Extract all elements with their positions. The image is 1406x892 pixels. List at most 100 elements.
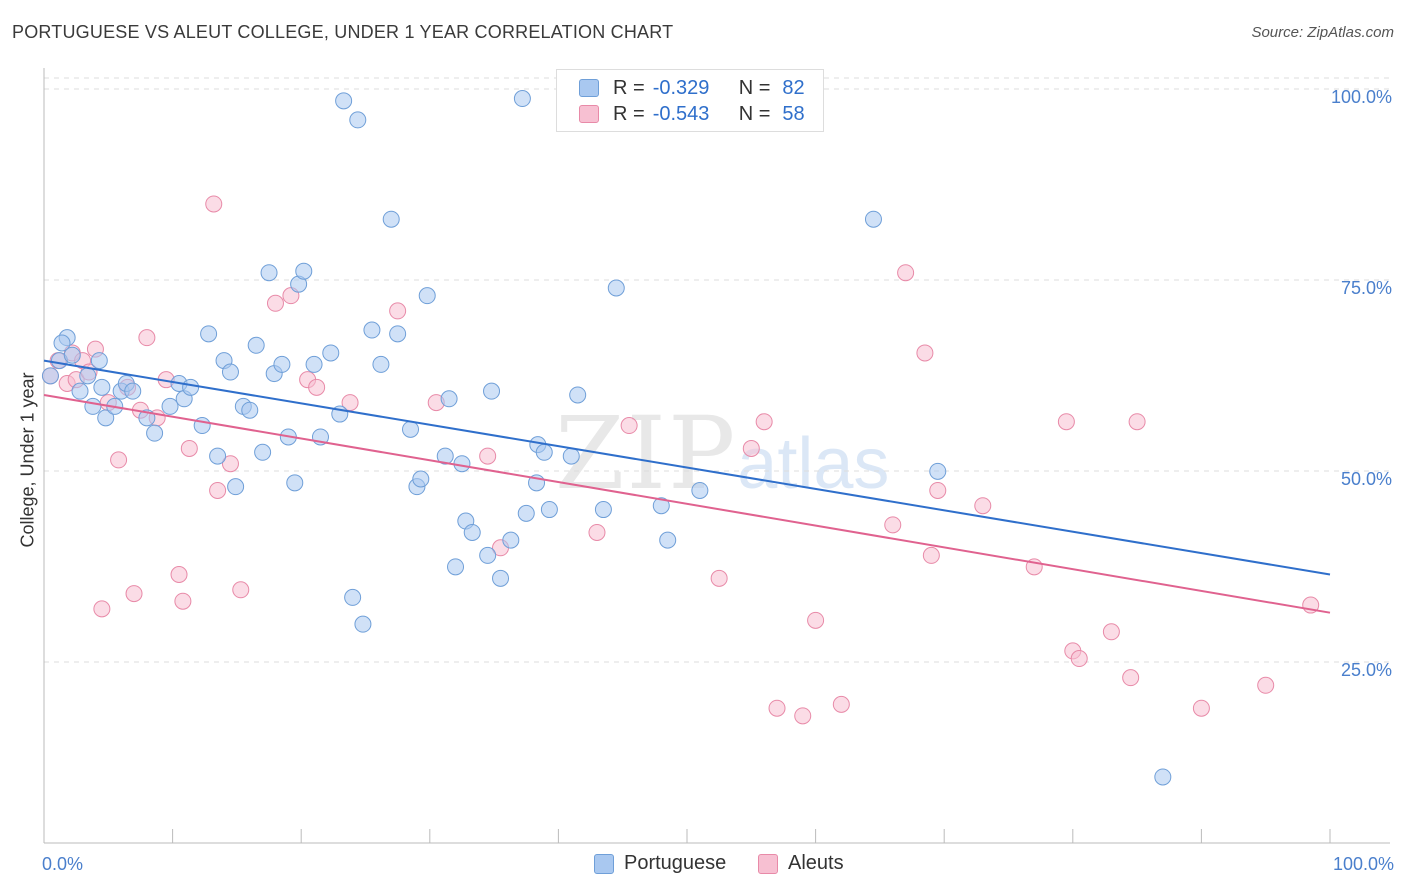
aleuts-points [41,195,1320,725]
portuguese-point-76 [691,481,709,499]
aleuts-point-53 [1122,669,1140,687]
n-value-portuguese: 82 [782,76,805,99]
aleuts-point-54 [1128,413,1146,431]
portuguese-point-74 [652,497,670,515]
portuguese-point-62 [492,569,510,587]
stats-legend: R = -0.329 N = 82 R = -0.543 N = 58 [556,69,824,132]
portuguese-point-44 [349,111,367,129]
aleuts-point-22 [221,455,239,473]
chart-title: PORTUGUESE VS ALEUT COLLEGE, UNDER 1 YEA… [12,22,674,42]
portuguese-point-4 [63,346,81,364]
aleuts-point-29 [389,302,407,320]
portuguese-point-57 [453,455,471,473]
aleuts-point-43 [897,264,915,282]
portuguese-point-40 [322,344,340,362]
portuguese-point-43 [344,588,362,606]
aleuts-point-10 [110,451,128,469]
aleuts-point-47 [974,497,992,515]
aleuts-point-37 [755,413,773,431]
aleuts-point-27 [308,378,326,396]
aleuts-point-19 [180,439,198,457]
y-tick-label-25: 25.0% [1341,660,1392,680]
aleuts-point-23 [232,581,250,599]
aleuts-point-52 [1102,623,1120,641]
portuguese-point-71 [569,386,587,404]
aleuts-point-51 [1070,650,1088,668]
aleuts-trend-line [43,393,1331,614]
portuguese-point-31 [260,264,278,282]
aleuts-point-12 [125,585,143,603]
aleuts-point-24 [266,294,284,312]
aleuts-point-8 [93,600,111,618]
portuguese-point-79 [1154,768,1172,786]
axes [43,68,1390,844]
portuguese-point-68 [535,443,553,461]
portuguese-point-30 [254,443,272,461]
portuguese-point-14 [124,382,142,400]
portuguese-point-23 [209,447,227,465]
aleuts-point-38 [768,699,786,717]
portuguese-point-49 [389,325,407,343]
portuguese-point-28 [241,401,259,419]
portuguese-point-54 [436,447,454,465]
aleuts-point-42 [884,516,902,534]
portuguese-point-45 [354,615,372,633]
y-tick-label-100: 100.0% [1331,87,1392,107]
portuguese-point-29 [247,336,265,354]
portuguese-point-16 [146,424,164,442]
portuguese-point-50 [402,420,420,438]
aleuts-point-20 [205,195,223,213]
aleuts-point-39 [794,707,812,725]
source-label: Source: ZipAtlas.com [1251,24,1394,41]
aleuts-point-56 [1257,676,1275,694]
r-label: R = [613,102,645,125]
r-value-portuguese: -0.329 [652,76,710,99]
aleuts-point-55 [1192,699,1210,717]
portuguese-point-42 [335,92,353,110]
legend-row-portuguese: R = -0.329 N = 82 [579,76,805,100]
portuguese-point-55 [440,390,458,408]
aleuts-point-46 [922,546,940,564]
portuguese-point-20 [182,378,200,396]
portuguese-point-17 [161,397,179,415]
portuguese-point-70 [562,447,580,465]
x-tick-label-min: 0.0% [42,854,83,874]
watermark-atlas: atlas [737,424,890,504]
legend-item-portuguese: Portuguese [594,852,726,875]
portuguese-point-10 [97,409,115,427]
aleuts-point-18 [174,592,192,610]
portuguese-point-6 [79,367,97,385]
portuguese-point-59 [463,523,481,541]
aleuts-point-41 [832,695,850,713]
portuguese-point-56 [447,558,465,576]
r-label: R = [613,76,645,99]
portuguese-point-5 [71,382,89,400]
aleuts-point-35 [710,569,728,587]
aleuts-point-34 [620,417,638,435]
aleuts-point-33 [588,523,606,541]
aleuts-point-49 [1057,413,1075,431]
aleuts-swatch [758,853,778,874]
aleuts-point-14 [138,329,156,347]
r-value-aleuts: -0.543 [652,102,710,125]
portuguese-point-63 [502,531,520,549]
portuguese-point-65 [513,90,531,108]
x-tick-label-max: 100.0% [1333,854,1394,874]
portuguese-point-35 [286,474,304,492]
portuguese-point-78 [929,462,947,480]
portuguese-point-22 [200,325,218,343]
portuguese-point-69 [540,501,558,519]
portuguese-point-9 [93,378,111,396]
portuguese-point-25 [221,363,239,381]
y-tick-label-75: 75.0% [1341,278,1392,298]
legend-item-aleuts: Aleuts [758,852,844,875]
legend-label-portuguese: Portuguese [624,852,727,874]
portuguese-point-53 [418,287,436,305]
portuguese-point-7 [84,397,102,415]
portuguese-point-52 [412,470,430,488]
portuguese-point-73 [607,279,625,297]
portuguese-point-75 [659,531,677,549]
portuguese-swatch [579,79,599,97]
aleuts-point-40 [807,611,825,629]
